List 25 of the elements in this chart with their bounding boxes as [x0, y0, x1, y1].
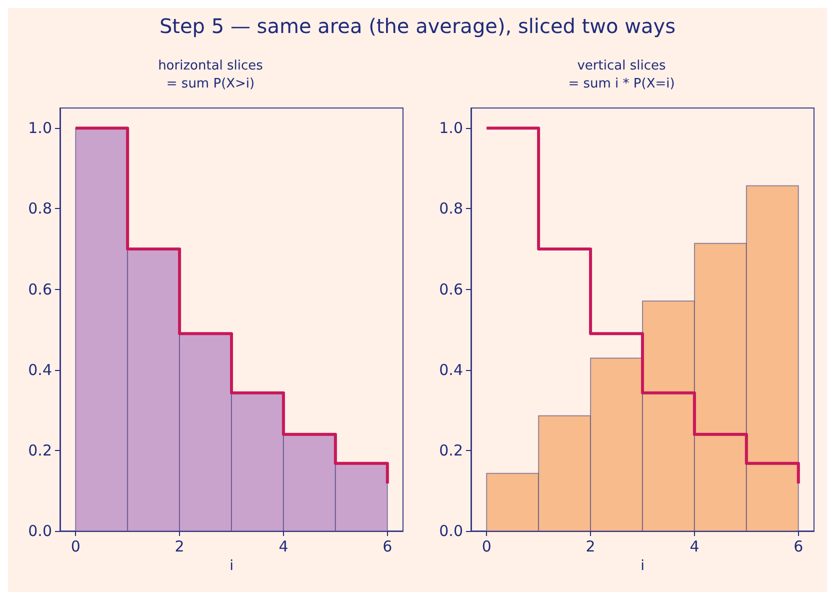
x-tick-label: 0	[70, 538, 80, 556]
x-tick-label: 4	[690, 538, 700, 556]
x-tick-label: 2	[586, 538, 596, 556]
y-tick-label: 0.0	[28, 522, 52, 540]
y-tick-label: 0.6	[28, 280, 52, 298]
x-tick-label: 2	[174, 538, 184, 556]
y-tick-label: 0.2	[28, 441, 52, 460]
text: Step 5 — same area (the average), sliced two ways	[158, 13, 677, 40]
y-tick-label: 0.2	[439, 441, 463, 460]
x-axis-title: i	[230, 558, 234, 574]
y-tick-label: 1.0	[439, 119, 463, 138]
chart-title: horizontal slices = sum P(X>i)	[158, 58, 264, 92]
y-tick-label: 0.6	[439, 280, 463, 298]
y-tick-label: 0.8	[439, 200, 463, 218]
chart-title: vertical slices = sum i * P(X=i)	[568, 58, 675, 92]
x-tick-label: 6	[794, 538, 804, 556]
y-tick-label: 1.0	[28, 119, 52, 138]
y-tick-label: 0.4	[28, 360, 52, 379]
x-tick-label: 0	[482, 538, 492, 556]
x-tick-label: 6	[382, 538, 392, 556]
x-axis-title: i	[640, 558, 644, 574]
y-tick-label: 0.4	[439, 360, 463, 379]
x-tick-label: 4	[278, 538, 288, 556]
y-tick-label: 0.8	[28, 200, 52, 218]
y-tick-label: 0.0	[439, 522, 463, 540]
